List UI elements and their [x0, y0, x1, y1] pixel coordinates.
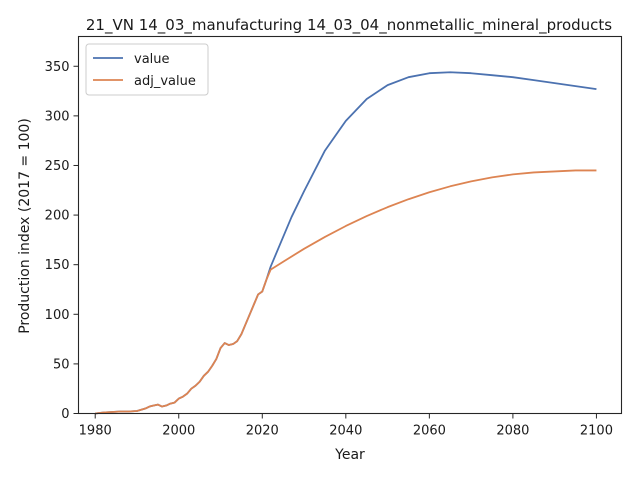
x-axis: 1980 2000 2020 2040 2060 2080 2100: [79, 413, 613, 439]
x-tick-label: 1980: [79, 424, 112, 439]
legend-label-value: value: [134, 52, 170, 67]
x-tick-label: 2060: [413, 424, 446, 439]
axes-frame: [77, 35, 623, 415]
chart-title: 21_VN 14_03_manufacturing 14_03_04_nonme…: [86, 16, 612, 35]
legend: value adj_value: [85, 43, 209, 96]
legend-box: [85, 43, 209, 96]
x-tick-label: 2080: [496, 424, 529, 439]
legend-label-adj-value: adj_value: [134, 74, 196, 89]
x-tick-label: 2020: [246, 424, 279, 439]
y-tick-label: 150: [45, 258, 70, 273]
x-tick-label: 2000: [162, 424, 195, 439]
y-tick-label: 0: [61, 407, 69, 422]
y-axis-label: Production index (2017 = 100): [17, 118, 33, 334]
x-axis-label: Year: [334, 447, 365, 463]
x-tick-label: 2040: [329, 424, 362, 439]
y-tick-label: 200: [45, 209, 70, 224]
y-tick-label: 300: [45, 109, 70, 124]
plot-area: [95, 71, 597, 415]
y-tick-label: 100: [45, 308, 70, 323]
series-line-adj-value: [95, 169, 597, 415]
y-axis: 0 50 100 150 200 250 300 350: [45, 60, 79, 422]
x-tick-label: 2100: [580, 424, 613, 439]
series-line-value: [95, 71, 597, 415]
y-tick-label: 50: [53, 357, 70, 372]
y-tick-label: 350: [45, 60, 70, 75]
y-tick-label: 250: [45, 159, 70, 174]
